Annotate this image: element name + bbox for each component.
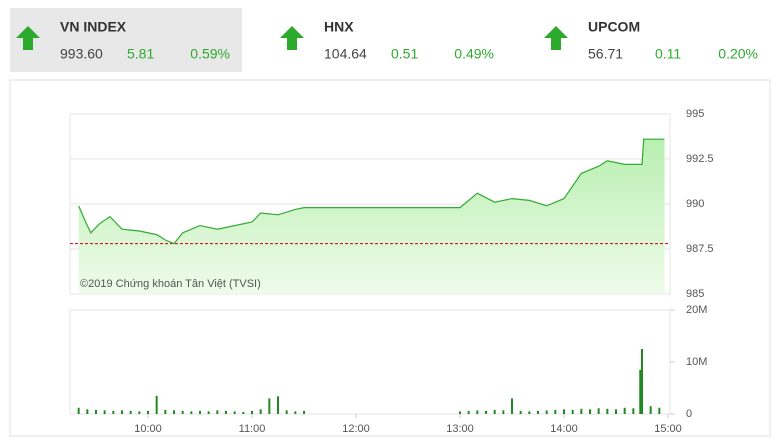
x-tick-label: 13:00: [446, 423, 474, 435]
y-tick-label: 987.5: [686, 243, 714, 255]
chart-frame: [9, 79, 771, 437]
x-tick-label: 15:00: [654, 423, 682, 435]
volume-bar: [519, 410, 522, 414]
volume-bar: [251, 410, 253, 414]
x-tick-label: 12:00: [342, 423, 370, 435]
x-tick-label: 14:00: [550, 423, 578, 435]
volume-bar: [502, 410, 505, 414]
volume-bar: [95, 409, 97, 414]
volume-bar: [639, 369, 642, 414]
volume-bar: [147, 410, 149, 414]
index-change: 0.11: [655, 46, 681, 62]
volume-bar: [545, 410, 548, 414]
up-arrow: [544, 26, 568, 50]
volume-bar: [259, 409, 262, 414]
volume-bar: [129, 410, 132, 414]
price-area: [78, 139, 665, 294]
volume-bar: [242, 411, 245, 414]
index-percent: 0.20%: [718, 46, 758, 62]
index-value: 993.60: [60, 46, 103, 62]
volume-bar: [476, 410, 479, 414]
volume-bar: [86, 409, 89, 414]
annotation: ©2019 Chứng khoán Tân Việt (TVSI): [80, 278, 261, 290]
volume-bar: [181, 410, 184, 414]
index-value: 104.64: [324, 46, 367, 62]
volume-bar: [155, 395, 158, 414]
volume-bar: [493, 409, 496, 414]
volume-bar: [615, 409, 617, 414]
volume-bar: [563, 409, 565, 414]
volume-bar: [641, 349, 643, 414]
volume-bar: [138, 411, 141, 414]
volume-bar: [268, 398, 271, 414]
index-change: 0.51: [391, 46, 418, 62]
price-line: [78, 138, 665, 245]
volume-bar: [528, 411, 531, 414]
y-tick-label: 995: [686, 108, 704, 120]
y-tick-label: 0: [686, 408, 692, 420]
volume-bar: [199, 410, 201, 414]
volume-bar: [164, 409, 167, 414]
volume-bar: [303, 410, 305, 414]
volume-bar: [207, 411, 210, 414]
volume-bar: [580, 408, 583, 414]
volume-bar: [233, 411, 236, 414]
volume-bar: [632, 408, 635, 414]
volume-bar: [571, 409, 574, 414]
volume-bar: [190, 411, 193, 414]
volume-bar: [467, 410, 470, 414]
volume-bar: [277, 396, 279, 414]
volume-bar: [216, 410, 219, 414]
volume-bar: [112, 410, 115, 414]
volume-bar: [485, 410, 487, 414]
volume-bar: [597, 408, 600, 414]
volume-bar: [173, 410, 175, 414]
volume-bar: [285, 410, 288, 414]
tile-bg: [10, 8, 242, 72]
x-tick-label: 10:00: [134, 423, 162, 435]
y-tick-label: 985: [686, 288, 704, 300]
index-name: VN INDEX: [60, 19, 127, 35]
index-value: 56.71: [588, 46, 623, 62]
x-tick-label: 11:00: [239, 423, 266, 435]
y-tick-label: 990: [686, 198, 704, 210]
up-arrow: [16, 26, 40, 50]
index-name: UPCOM: [588, 19, 640, 35]
volume-bar: [649, 406, 652, 414]
volume-bar: [658, 407, 661, 414]
volume-bar: [77, 407, 80, 414]
volume-bar: [537, 410, 539, 414]
index-percent: 0.49%: [454, 46, 494, 62]
volume-bar: [606, 408, 609, 414]
volume-bar: [589, 409, 591, 414]
volume-bar: [294, 411, 297, 414]
volume-bar: [225, 410, 227, 414]
index-change: 5.81: [127, 46, 154, 62]
index-percent: 0.59%: [190, 46, 230, 62]
y-tick-label: 992.5: [686, 153, 714, 165]
volume-bar: [459, 411, 461, 414]
volume-bar: [554, 409, 557, 414]
volume-panel: [69, 309, 671, 415]
volume-bar: [623, 407, 626, 414]
index-name: HNX: [324, 19, 354, 35]
y-tick-label: 10M: [686, 356, 707, 368]
y-tick-label: 20M: [686, 304, 707, 316]
volume-bar: [121, 410, 123, 414]
volume-bar: [511, 398, 513, 414]
volume-bar: [103, 410, 106, 414]
up-arrow: [280, 26, 304, 50]
